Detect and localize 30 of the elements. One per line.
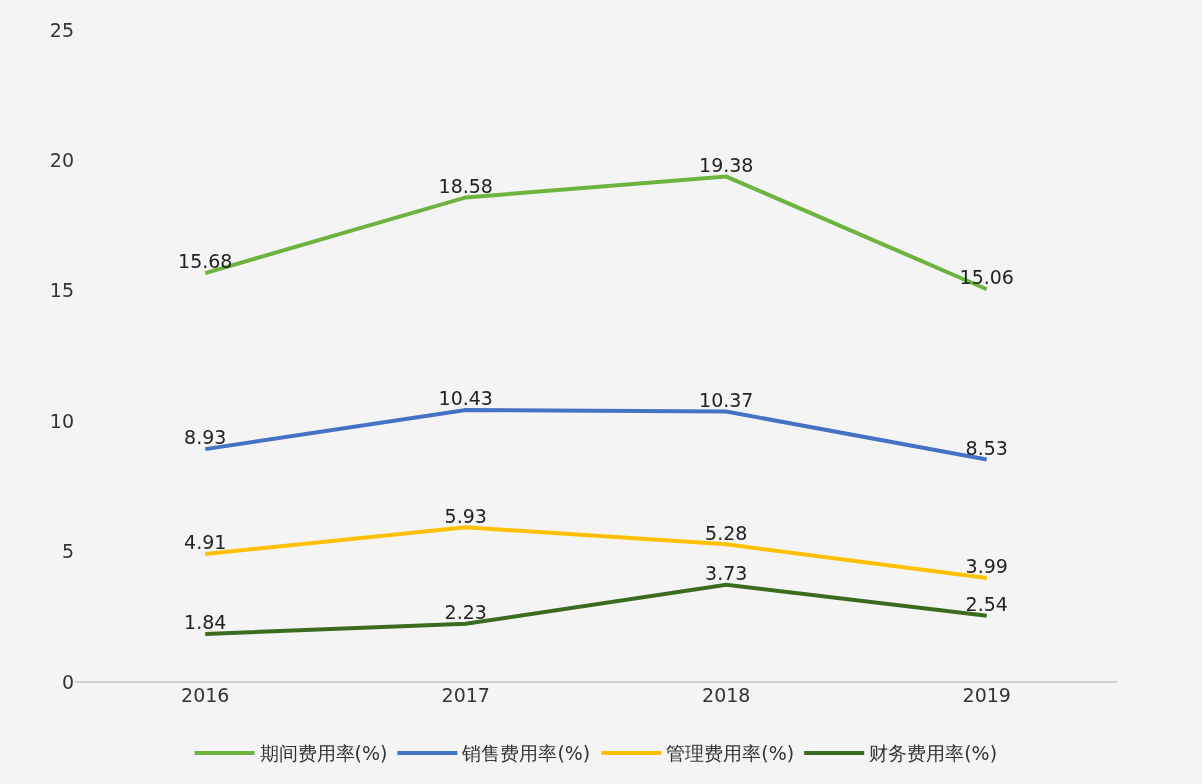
data-label: 2.54 bbox=[965, 593, 1008, 616]
legend-label: 管理费用率(%) bbox=[666, 742, 795, 765]
legend-label: 财务费用率(%) bbox=[869, 742, 998, 765]
data-label: 5.28 bbox=[705, 521, 748, 544]
data-label: 4.91 bbox=[184, 531, 227, 554]
data-label: 18.58 bbox=[438, 174, 493, 197]
data-label: 10.43 bbox=[438, 387, 493, 410]
data-label: 8.53 bbox=[965, 436, 1008, 459]
data-label: 19.38 bbox=[699, 153, 754, 176]
data-label: 2.23 bbox=[444, 601, 487, 624]
y-tick-label: 0 bbox=[61, 670, 74, 693]
x-tick-label: 2019 bbox=[962, 684, 1011, 706]
data-label: 8.93 bbox=[184, 426, 227, 449]
y-tick-label: 5 bbox=[61, 540, 74, 563]
data-label: 3.99 bbox=[965, 555, 1008, 578]
y-tick-label: 15 bbox=[49, 279, 74, 302]
legend-label: 销售费用率(%) bbox=[461, 742, 591, 765]
data-label: 15.68 bbox=[178, 250, 233, 273]
legend-label: 期间费用率(%) bbox=[259, 742, 388, 765]
data-label: 5.93 bbox=[444, 504, 487, 527]
x-tick-label: 2018 bbox=[702, 684, 751, 706]
data-label: 15.06 bbox=[959, 266, 1014, 289]
y-tick-label: 20 bbox=[49, 149, 74, 172]
data-label: 3.73 bbox=[705, 561, 748, 584]
y-tick-label: 10 bbox=[49, 409, 74, 432]
x-tick-label: 2016 bbox=[181, 684, 230, 706]
y-tick-label: 25 bbox=[49, 18, 74, 41]
data-label: 1.84 bbox=[184, 611, 227, 634]
x-tick-label: 2017 bbox=[441, 684, 490, 706]
data-label: 10.37 bbox=[699, 388, 754, 411]
